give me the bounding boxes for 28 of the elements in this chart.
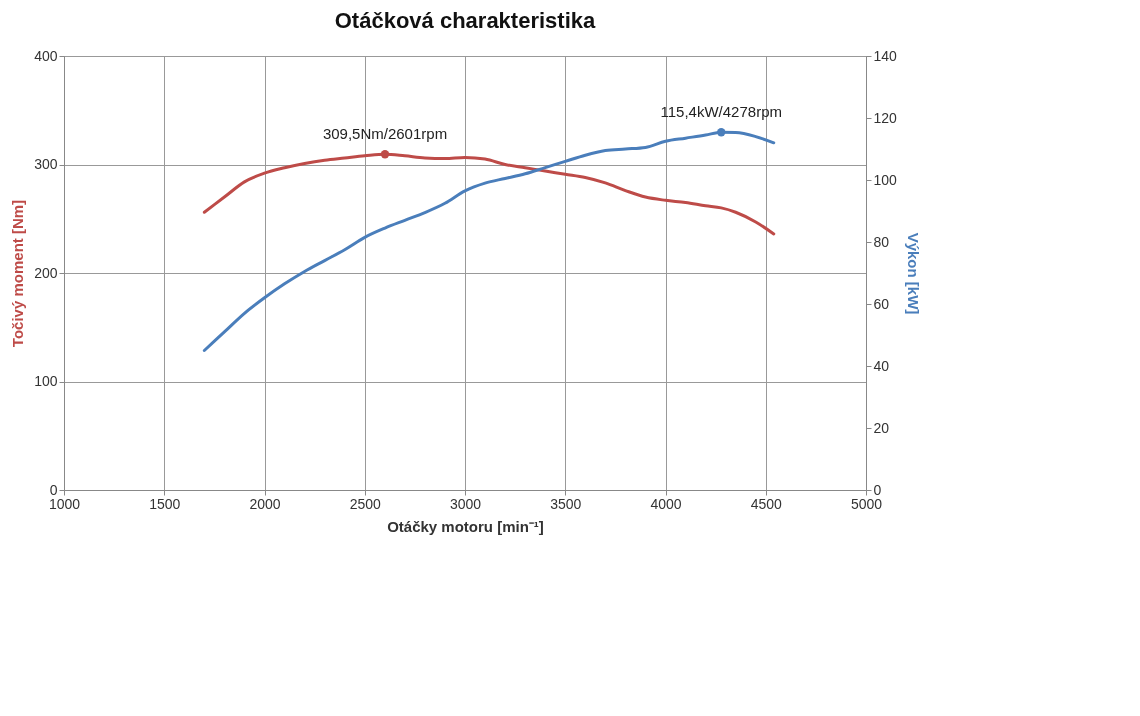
- y2-tick-label: 140: [873, 47, 898, 64]
- x-tick-label: 2500: [349, 495, 382, 512]
- y-tick-label: 200: [34, 264, 58, 281]
- x-tick-label: 4000: [650, 495, 682, 512]
- x-tick-label: 2000: [249, 495, 281, 512]
- y2-tick-label: 80: [873, 233, 890, 250]
- y-tick-label: 400: [34, 47, 58, 64]
- y2-axis-title: Výkon [kW]: [904, 232, 922, 315]
- annotation: 309,5Nm/2601rpm: [322, 125, 448, 143]
- x-tick-label: 1500: [149, 495, 181, 512]
- y2-tick-label: 100: [873, 171, 898, 188]
- y2-tick-label: 0: [873, 481, 882, 498]
- y2-tick-label: 60: [873, 295, 890, 312]
- annotation: 115,4kW/4278rpm: [660, 103, 782, 121]
- y-tick-label: 0: [49, 481, 58, 498]
- x-tick-label: 5000: [850, 495, 883, 512]
- y-tick-label: 100: [34, 373, 58, 389]
- y2-tick-label: 40: [873, 357, 890, 374]
- x-tick-label: 4500: [750, 495, 783, 512]
- chart-title: Otáčková charakteristika: [334, 8, 596, 33]
- y2-tick-label: 120: [873, 109, 898, 126]
- x-tick-label: 3000: [449, 495, 482, 512]
- y-axis-title: Točivý moment [Nm]: [9, 199, 27, 348]
- x-tick-label: 1000: [48, 495, 81, 512]
- y-tick-label: 300: [34, 156, 58, 172]
- x-tick-label: 3500: [550, 495, 582, 512]
- x-axis-title: Otáčky motoru [min⁻¹]: [387, 517, 544, 535]
- y2-tick-label: 20: [873, 419, 890, 436]
